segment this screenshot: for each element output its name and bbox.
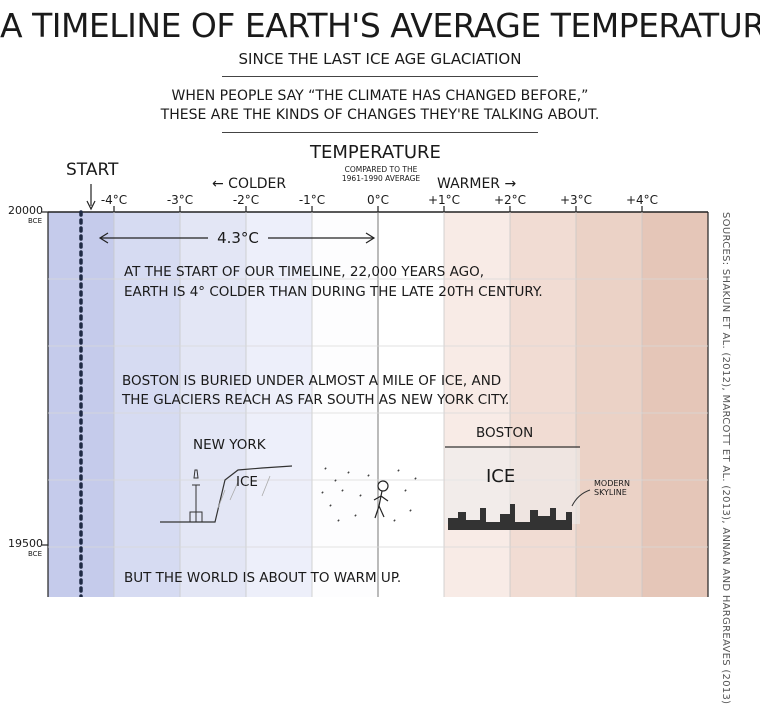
skyline-line1: Modern	[594, 479, 630, 488]
intro-divider	[222, 132, 538, 133]
warmer-label: Warmer →	[437, 176, 517, 192]
fact2-line1: Boston is buried under almost a mile of …	[122, 373, 501, 389]
temperature-band	[312, 212, 378, 597]
temperature-band	[246, 212, 312, 597]
x-tick-label: +4°C	[626, 193, 658, 207]
axis-title: Temperature	[310, 142, 441, 163]
chart-title: A Timeline of Earth's Average Temperatur…	[0, 6, 760, 45]
boston-ice-illustration: Boston Ice Modern skyline	[445, 425, 630, 530]
x-tick-label: +2°C	[494, 193, 526, 207]
axis-note-line-2: 1961-1990 average	[341, 174, 421, 183]
skyline-line2: skyline	[594, 488, 627, 497]
fact2-line2: the glaciers reach as far south as New Y…	[121, 392, 509, 408]
x-tick-label: -1°C	[299, 193, 325, 207]
new-york-label: New York	[193, 437, 267, 453]
x-axis-ticks: -4°C -3°C -2°C -1°C 0°C +1°C +2°C +3°C +4°C	[101, 193, 658, 212]
difference-arrowhead-left	[98, 232, 109, 244]
temperature-band	[642, 212, 708, 597]
new-york-ice-illustration: New York Ice	[160, 437, 293, 523]
x-tick-label: -2°C	[233, 193, 259, 207]
colder-label: ← Colder	[212, 176, 287, 192]
temperature-band	[180, 212, 246, 597]
x-tick-label: -3°C	[167, 193, 193, 207]
start-arrow-head	[86, 200, 96, 211]
subtitle-divider	[222, 76, 538, 77]
x-tick-label: 0°C	[367, 193, 389, 207]
temperature-band	[510, 212, 576, 597]
fact3: But the world is about to warm up.	[124, 570, 401, 586]
x-tick-label: -4°C	[101, 193, 127, 207]
boston-label: Boston	[476, 425, 533, 441]
sources-note: Sources: Shakun et al. (2012), Marcott e…	[720, 212, 731, 704]
x-tick-label: +1°C	[428, 193, 460, 207]
y-tick-unit: BCE	[28, 550, 42, 558]
timeline-chart: -4°C -3°C -2°C -1°C 0°C +1°C +2°C +3°C +4°C 2000…	[8, 184, 709, 597]
y-tick-unit: BCE	[28, 217, 42, 225]
temperature-band	[114, 212, 180, 597]
y-tick-label: 20000	[8, 204, 43, 217]
difference-label: 4.3°C	[217, 229, 259, 247]
fact1-line2: Earth is 4° colder than during the late …	[124, 284, 543, 300]
temperature-band	[444, 212, 510, 597]
fact1-line1: At the start of our timeline, 22,000 yea…	[124, 264, 484, 280]
boston-ice-label: Ice	[486, 466, 515, 487]
chart-subtitle: Since the last ice age glaciation	[238, 50, 522, 68]
y-tick-label: 19500	[8, 537, 43, 550]
snow-walker-illustration	[321, 467, 417, 522]
x-tick-label: +3°C	[560, 193, 592, 207]
temperature-band	[576, 212, 642, 597]
temperature-band	[378, 212, 444, 597]
difference-arrowhead-right	[365, 232, 376, 244]
intro-line-1: When people say “the climate has changed…	[171, 88, 589, 104]
axis-note-line-1: compared to the	[344, 165, 418, 174]
intro-line-2: these are the kinds of changes they're t…	[160, 107, 600, 123]
new-york-ice-label: Ice	[236, 474, 258, 490]
start-label: Start	[66, 160, 119, 180]
